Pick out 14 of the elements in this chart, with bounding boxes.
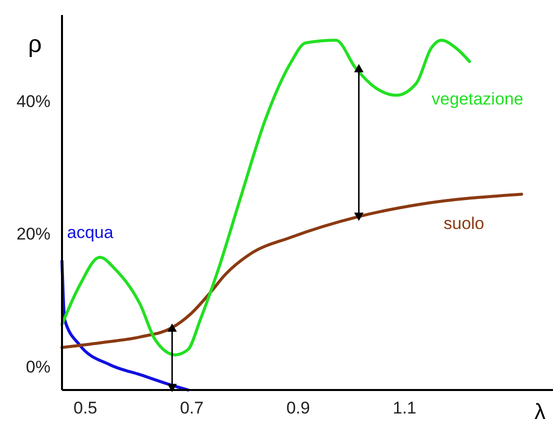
x-tick-label: 1.1 [392,398,416,418]
line-series [60,192,524,350]
series-label: vegetazione [432,89,524,108]
line-series [60,260,190,392]
y-tick-label: 0% [26,357,50,376]
x-axis-title: λ [534,399,546,424]
y-tick-label: 20% [16,224,50,244]
x-tick-label: 0.9 [286,398,310,418]
x-tick-label: 0.7 [180,398,204,418]
y-axis-title: ρ [28,31,42,58]
y-tick-label: 40% [16,92,50,111]
series-label: acqua [67,223,114,242]
x-tick-label: 0.5 [74,398,98,418]
series-label: suolo [444,214,484,234]
